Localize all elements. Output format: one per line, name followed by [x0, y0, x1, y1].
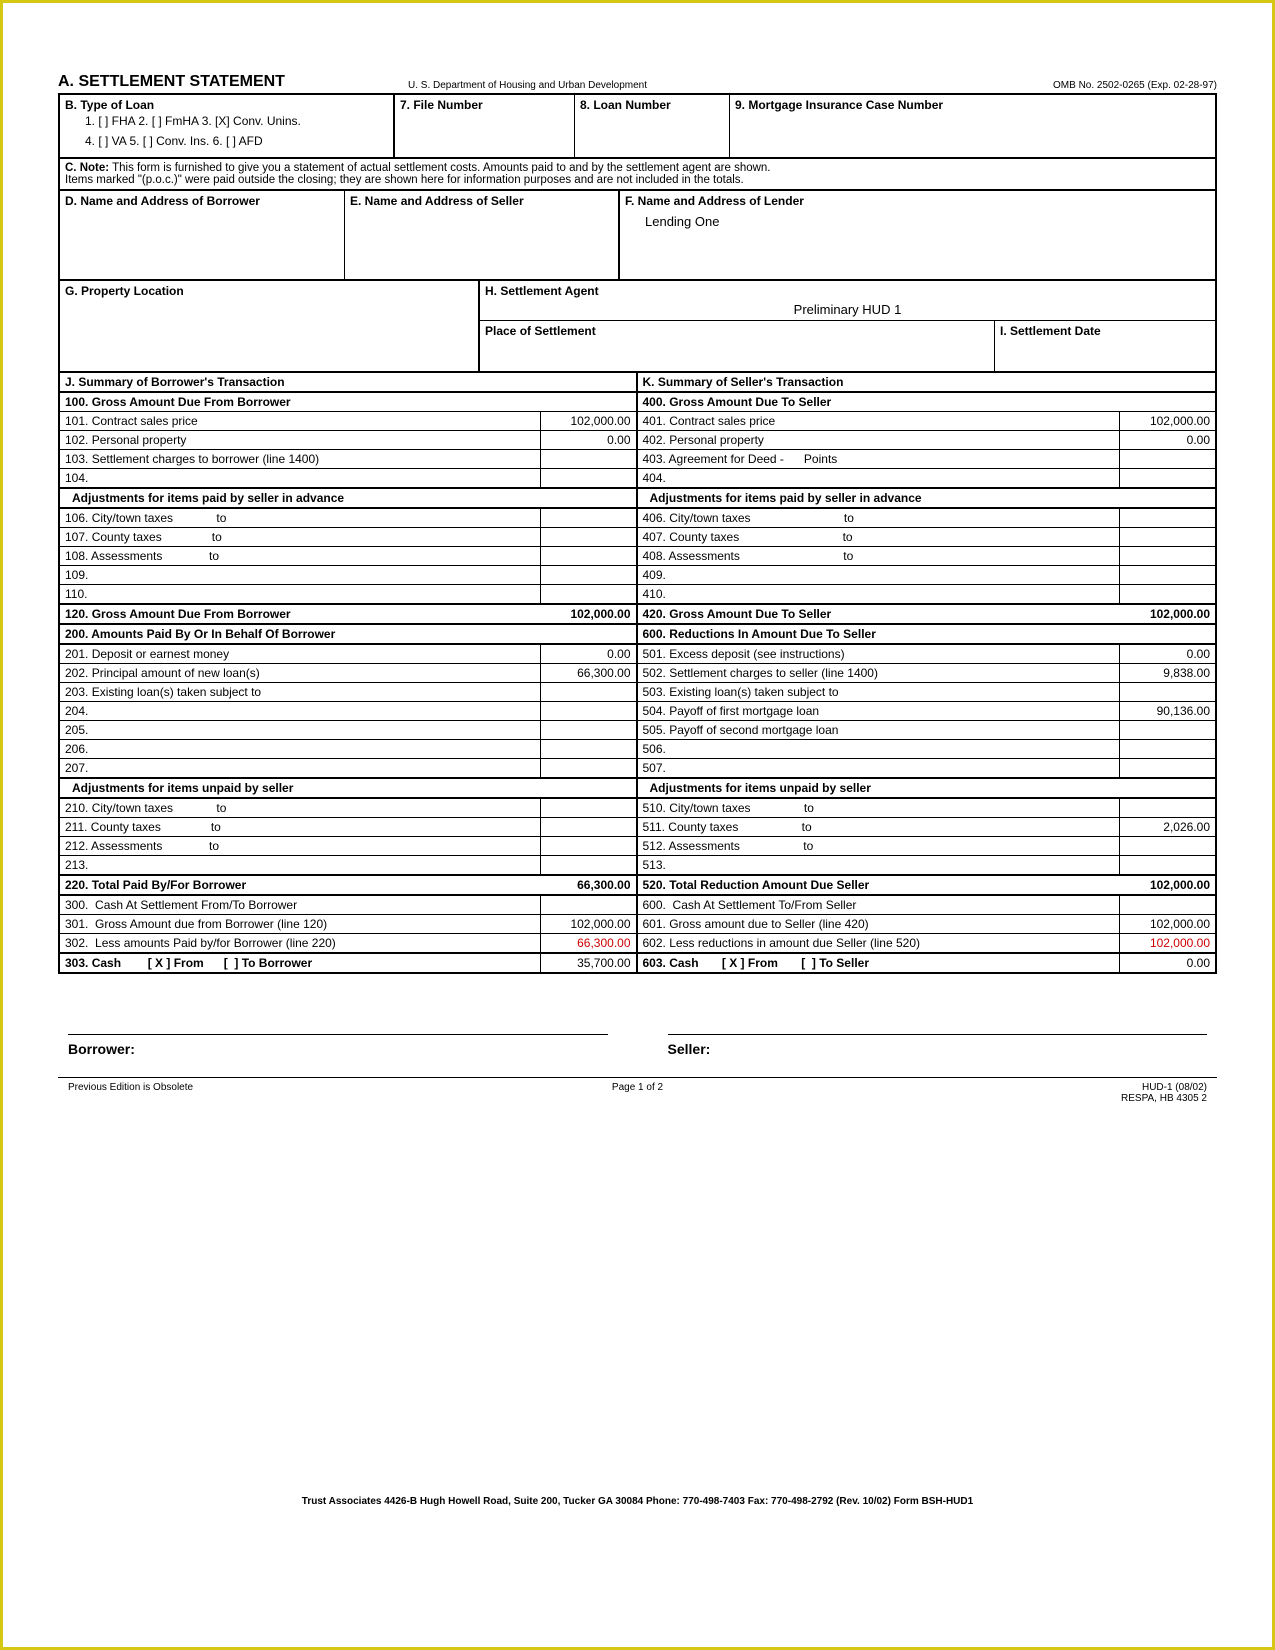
note-c-label: C. Note: — [65, 162, 109, 174]
department: U. S. Department of Housing and Urban De… — [388, 80, 967, 91]
borrower-sig: Borrower: — [68, 1041, 608, 1057]
h400: 400. Gross Amount Due To Seller — [638, 393, 1216, 411]
lender-name: Lending One — [625, 208, 1210, 229]
prev-edition: Previous Edition is Obsolete — [68, 1082, 368, 1104]
loan-types-2: 4. [ ] VA 5. [ ] Conv. Ins. 6. [ ] AFD — [65, 134, 388, 154]
note-c-text1: This form is furnished to give you a sta… — [112, 162, 770, 174]
omb-number: OMB No. 2502-0265 (Exp. 02-28-97) — [967, 80, 1217, 91]
box-i: I. Settlement Date — [1000, 324, 1101, 338]
note-c-text2: Items marked "(p.o.c.)" were paid outsid… — [65, 174, 744, 186]
seller-sig: Seller: — [668, 1041, 1208, 1057]
box-8: 8. Loan Number — [580, 98, 671, 112]
box-h-label: H. Settlement Agent — [485, 284, 1210, 298]
box-f-label: F. Name and Address of Lender — [625, 194, 1210, 208]
section-k: K. Summary of Seller's Transaction — [638, 373, 1216, 391]
form-title: A. SETTLEMENT STATEMENT — [58, 73, 388, 91]
box-7: 7. File Number — [400, 98, 483, 112]
loan-types-1: 1. [ ] FHA 2. [ ] FmHA 3. [X] Conv. Unin… — [65, 112, 388, 134]
trust-footer: Trust Associates 4426-B Hugh Howell Road… — [3, 1496, 1272, 1507]
box-g: G. Property Location — [65, 284, 184, 298]
section-b-label: B. Type of Loan — [65, 98, 388, 112]
settlement-agent: Preliminary HUD 1 — [485, 298, 1210, 317]
h100: 100. Gross Amount Due From Borrower — [60, 393, 636, 411]
section-j: J. Summary of Borrower's Transaction — [60, 373, 636, 391]
page-num: Page 1 of 2 — [368, 1082, 907, 1104]
hud-code: HUD-1 (08/02) — [907, 1082, 1207, 1093]
box-9: 9. Mortgage Insurance Case Number — [735, 98, 943, 112]
respa-code: RESPA, HB 4305 2 — [907, 1093, 1207, 1104]
box-e: E. Name and Address of Seller — [350, 194, 524, 208]
place-label: Place of Settlement — [485, 324, 596, 338]
box-d: D. Name and Address of Borrower — [65, 194, 260, 208]
